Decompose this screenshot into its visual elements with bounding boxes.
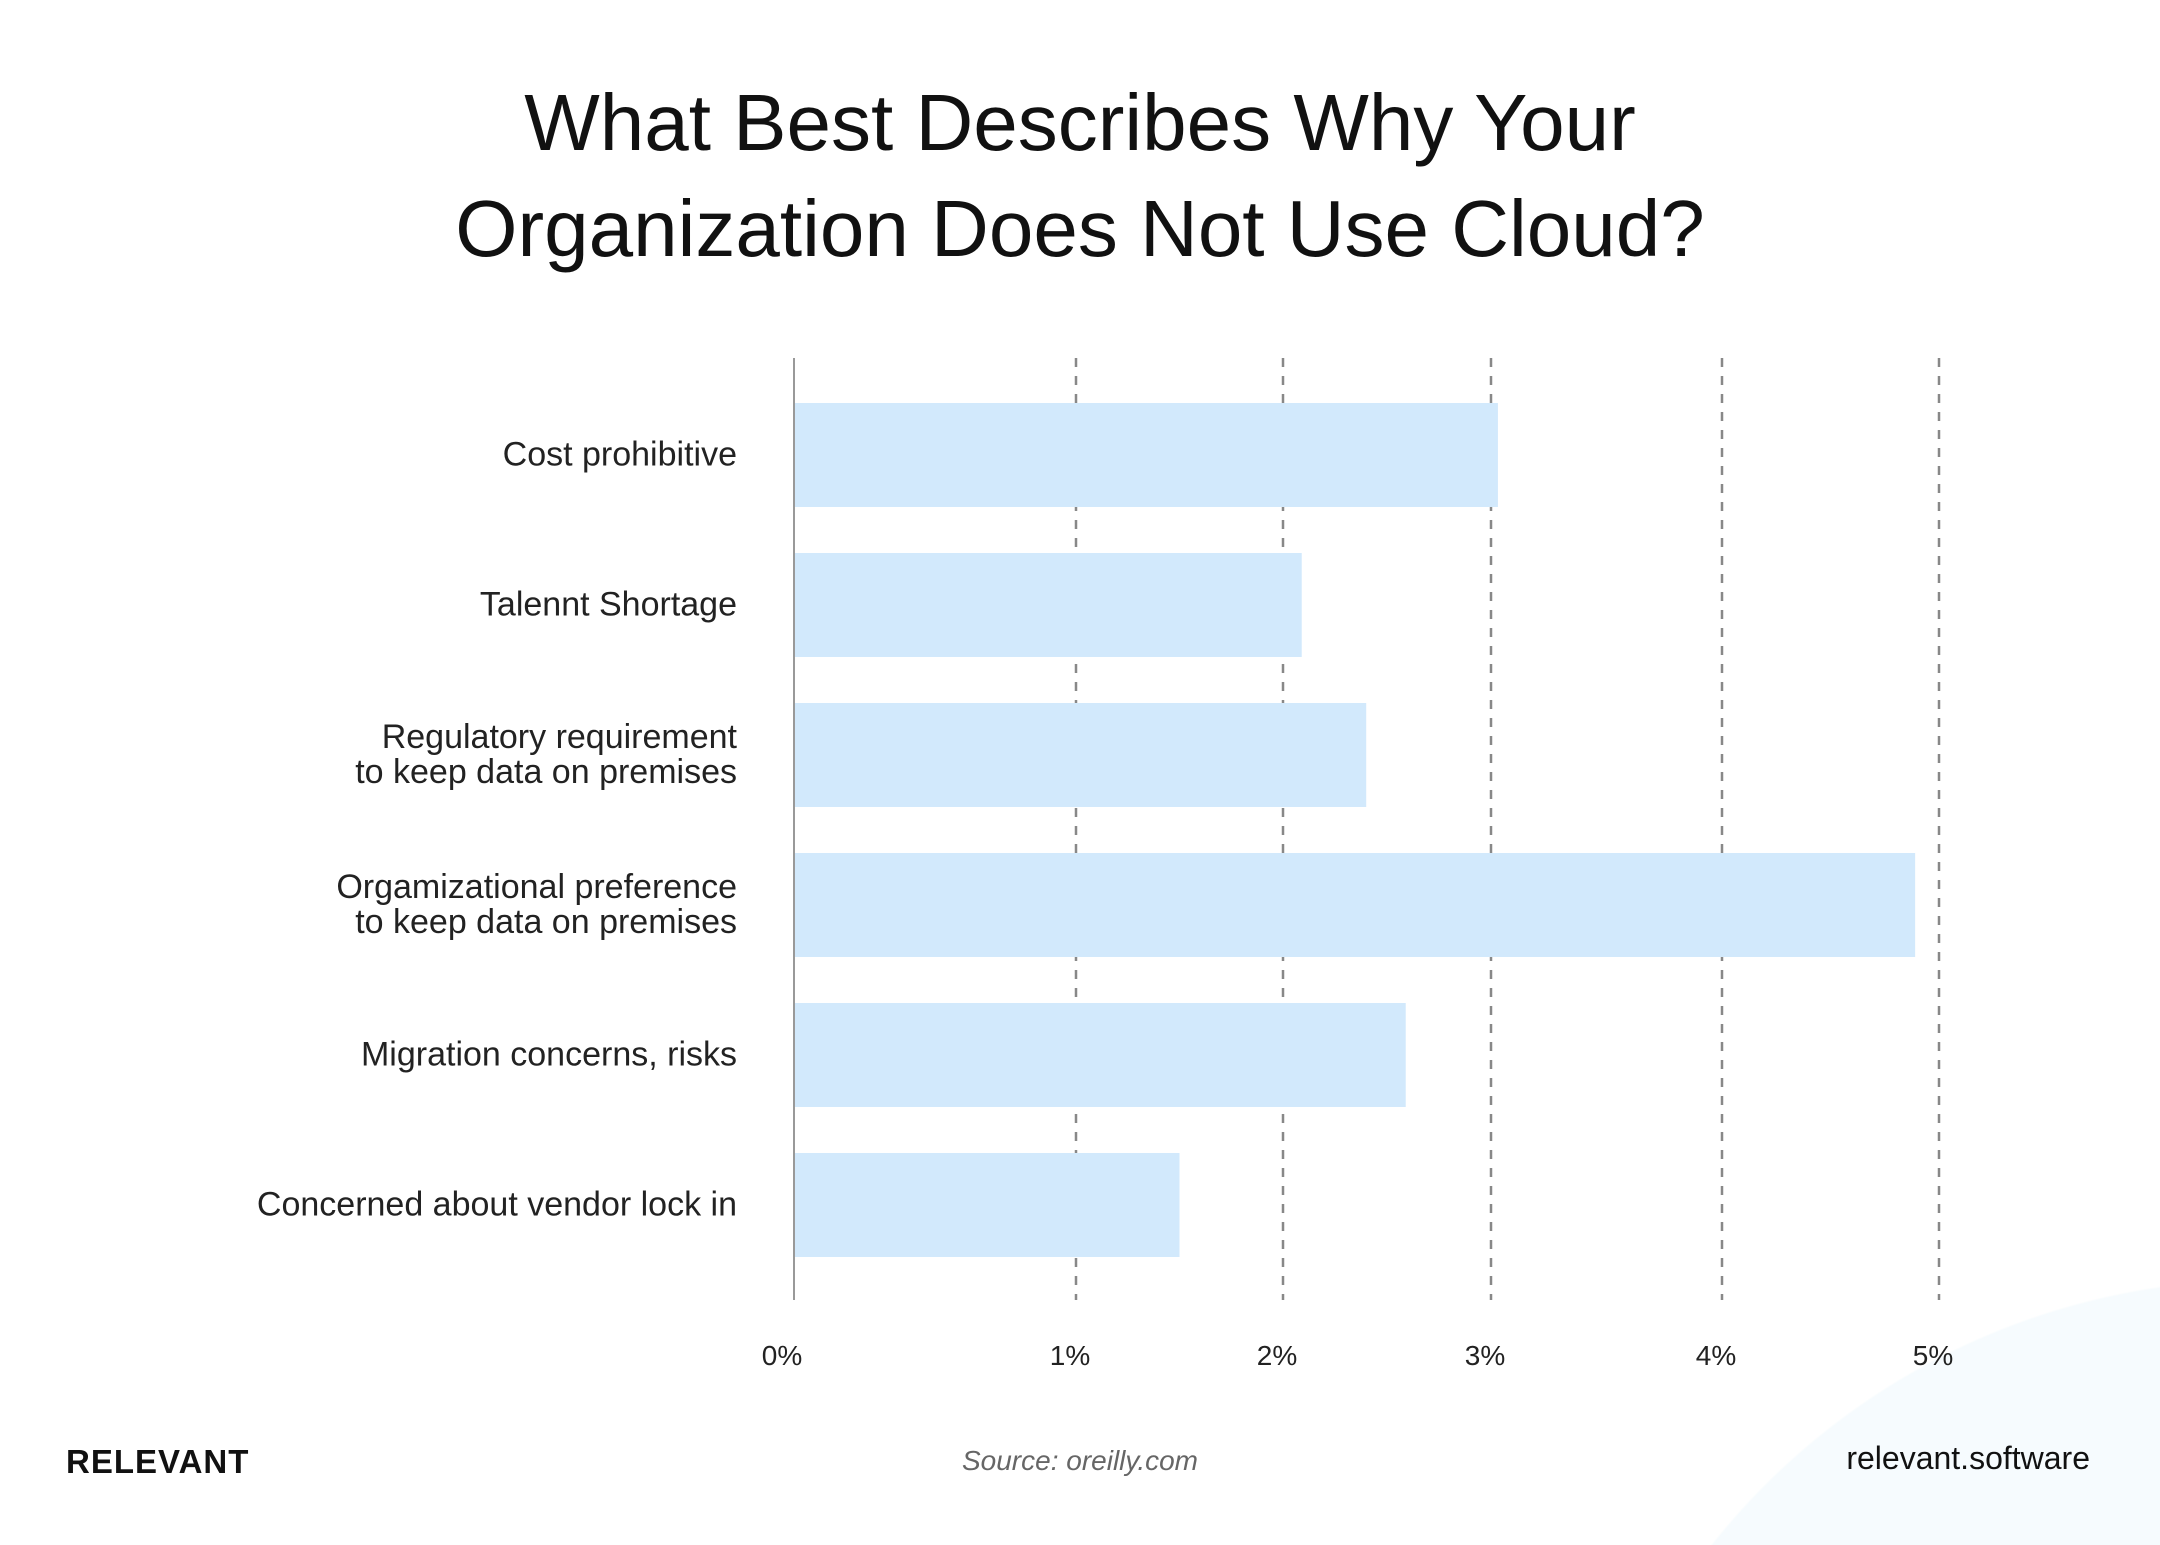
category-label: Cost prohibitive [502, 435, 737, 474]
chart-title-line-1: What Best Describes Why Your [524, 78, 1636, 167]
x-tick-label: 1% [1049, 1340, 1091, 1371]
x-tick-label: 4% [1695, 1340, 1737, 1371]
background-decoration [1560, 1280, 2160, 1545]
bar [794, 1153, 1180, 1257]
bar [794, 553, 1302, 657]
x-tick-label: 3% [1464, 1340, 1506, 1371]
x-tick-label: 2% [1256, 1340, 1298, 1371]
category-label: Concerned about vendor lock in [256, 1185, 737, 1224]
category-label: Regulatory requirement to keep data on p… [355, 718, 737, 791]
bar [794, 1003, 1406, 1107]
x-tick-label: 5% [1912, 1340, 1954, 1371]
category-label: Migration concerns, risks [360, 1035, 737, 1074]
website-link: relevant.software [1846, 1440, 2090, 1476]
category-label: Talennt Shortage [479, 585, 737, 624]
chart-title: What Best Describes Why Your Organizatio… [0, 70, 2160, 282]
bar [794, 703, 1367, 807]
brand-logo: RELEVANT [66, 1443, 250, 1480]
x-tick-label: 0% [761, 1340, 803, 1371]
bar [794, 853, 1916, 957]
category-label: Orgamizational preference to keep data o… [336, 868, 737, 941]
bar [794, 403, 1498, 507]
source-note: Source: oreilly.com [961, 1445, 1198, 1476]
chart-title-line-2: Organization Does Not Use Cloud? [455, 184, 1705, 273]
